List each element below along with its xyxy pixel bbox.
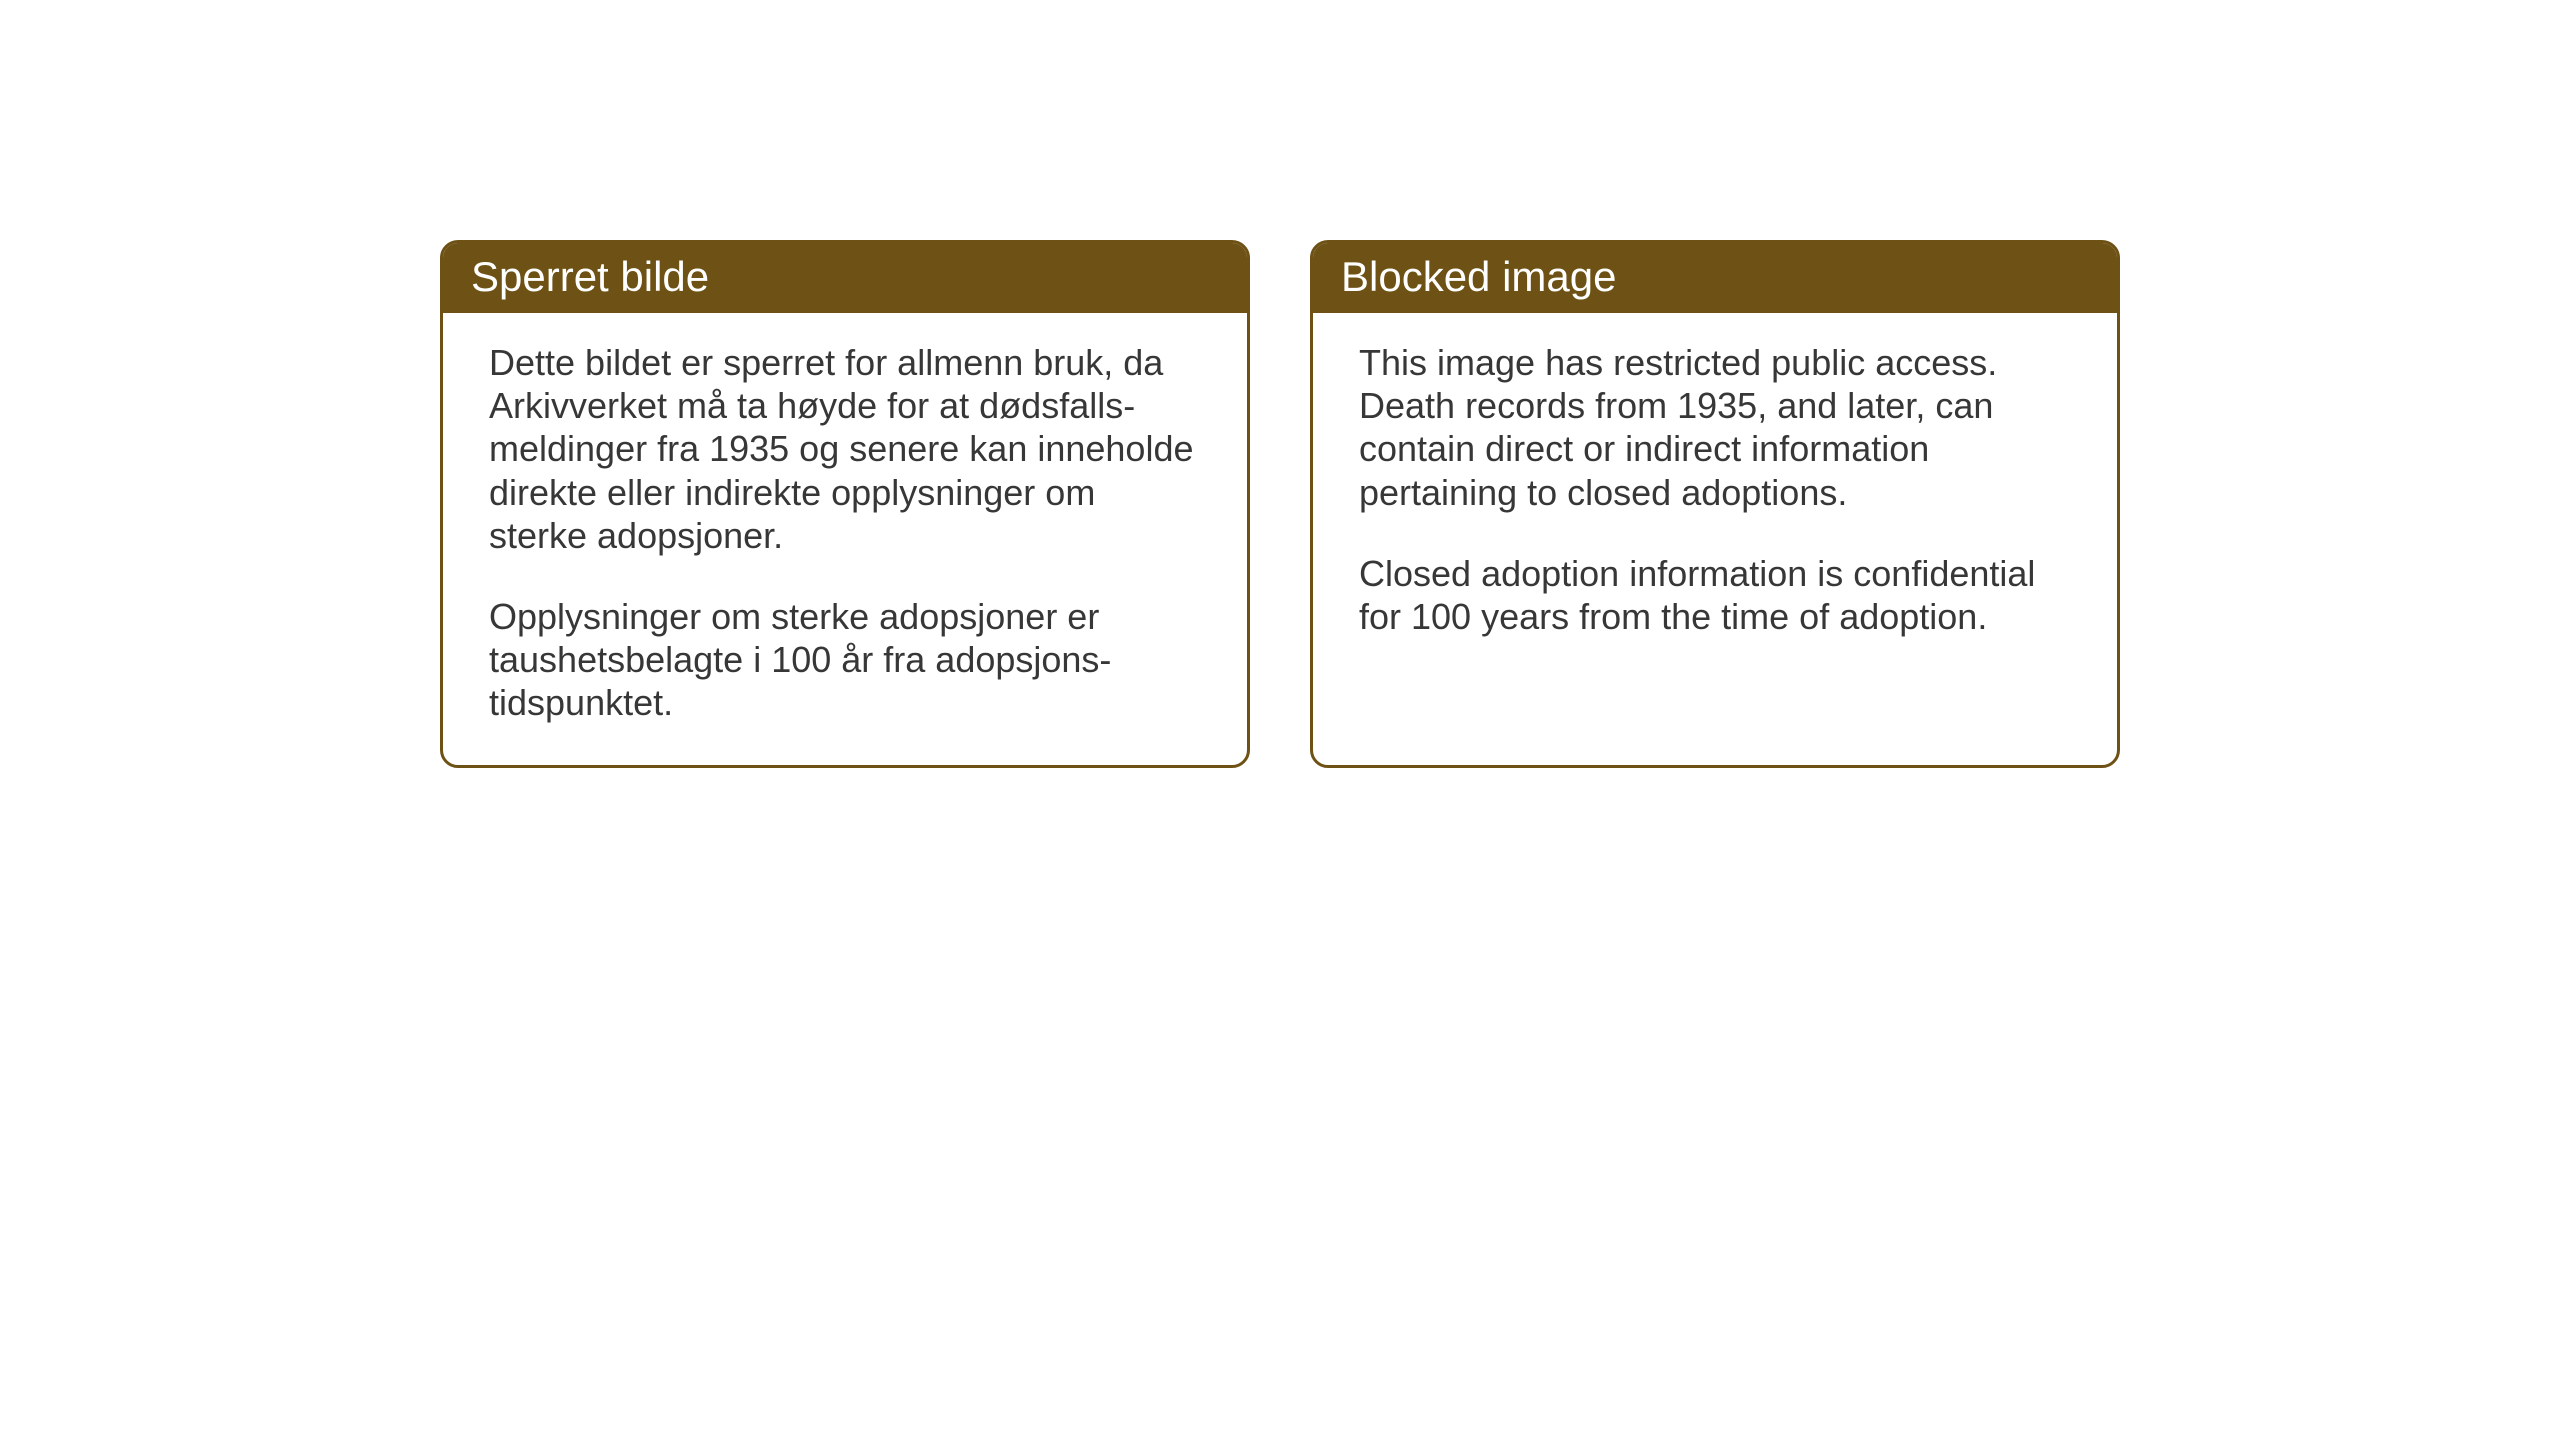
notice-cards-container: Sperret bilde Dette bildet er sperret fo… [440, 240, 2120, 768]
english-card-body: This image has restricted public access.… [1313, 313, 2117, 678]
english-paragraph-1: This image has restricted public access.… [1359, 341, 2071, 514]
norwegian-paragraph-1: Dette bildet er sperret for allmenn bruk… [489, 341, 1201, 557]
english-paragraph-2: Closed adoption information is confident… [1359, 552, 2071, 638]
norwegian-card-title: Sperret bilde [443, 243, 1247, 313]
english-card-title: Blocked image [1313, 243, 2117, 313]
norwegian-paragraph-2: Opplysninger om sterke adopsjoner er tau… [489, 595, 1201, 725]
norwegian-card-body: Dette bildet er sperret for allmenn bruk… [443, 313, 1247, 765]
norwegian-notice-card: Sperret bilde Dette bildet er sperret fo… [440, 240, 1250, 768]
english-notice-card: Blocked image This image has restricted … [1310, 240, 2120, 768]
